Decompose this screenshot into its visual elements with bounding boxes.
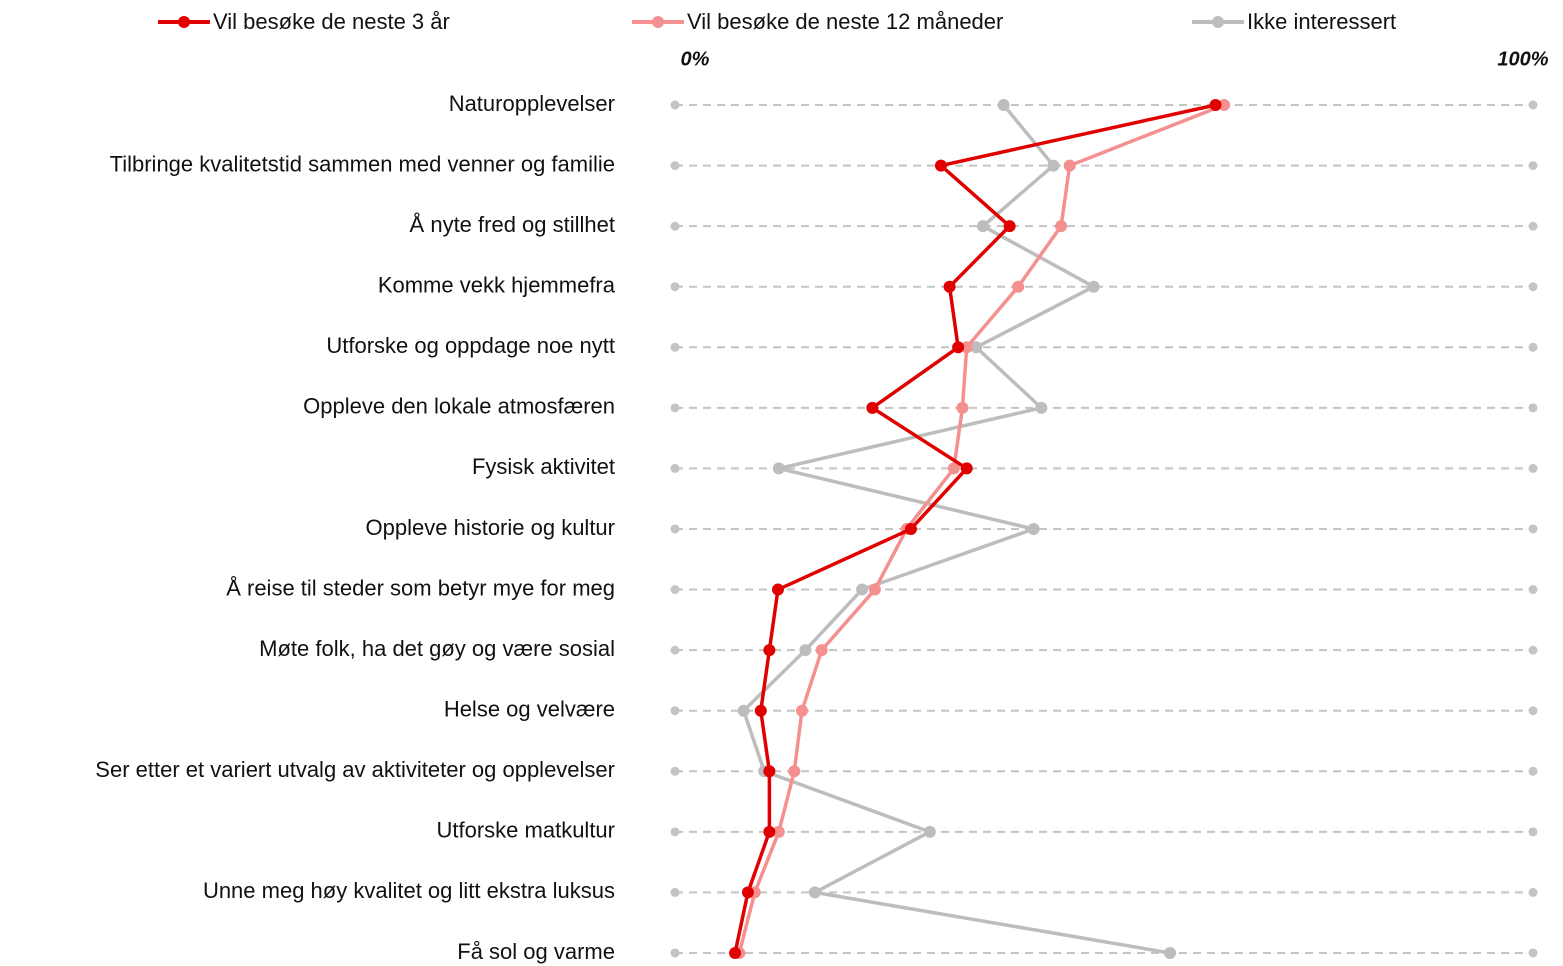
category-label: Unne meg høy kvalitet og litt ekstra luk… <box>203 878 615 903</box>
row-guide-end <box>1528 403 1538 413</box>
series-dot <box>960 341 973 354</box>
legend-label: Vil besøke de neste 3 år <box>213 9 450 34</box>
series-dot <box>754 704 767 717</box>
series-dot <box>772 825 785 838</box>
category-label: Komme vekk hjemmefra <box>378 273 616 298</box>
series-dot <box>729 946 742 959</box>
series-dot <box>1055 220 1068 233</box>
series-dot <box>763 765 776 778</box>
legend-label: Ikke interessert <box>1247 9 1396 34</box>
series-dot <box>947 462 960 475</box>
row-guide-end <box>670 585 680 595</box>
series-dot <box>856 583 869 596</box>
series-dot <box>763 644 776 657</box>
series-dot <box>772 462 785 475</box>
category-label: Oppleve den lokale atmosfæren <box>303 394 615 419</box>
row-guide-end <box>670 827 680 837</box>
series-dot <box>977 220 990 233</box>
series-dot <box>997 99 1010 111</box>
series-dot <box>904 522 917 535</box>
series-dot <box>771 583 784 596</box>
series-dot <box>956 401 969 414</box>
row-guide-end <box>670 766 680 776</box>
row-guide-end <box>1528 766 1538 776</box>
row-guide-end <box>670 100 680 110</box>
series-dot <box>970 341 983 354</box>
series-dot <box>1035 401 1048 414</box>
legend-label: Vil besøke de neste 12 måneder <box>687 9 1003 34</box>
row-guide-end <box>1528 585 1538 595</box>
row-guide-end <box>670 706 680 716</box>
series-dot <box>866 401 879 414</box>
x-tick-label: 100% <box>1497 48 1548 70</box>
series-dot <box>952 341 965 354</box>
series-dot <box>815 644 828 657</box>
series-dot <box>960 462 973 475</box>
row-guide-end <box>670 463 680 473</box>
series-dot <box>788 765 801 778</box>
legend-dot <box>1212 16 1224 28</box>
row-guide-end <box>1528 524 1538 534</box>
legend-dot <box>652 16 664 28</box>
category-label: Naturopplevelser <box>449 91 615 116</box>
row-guide-end <box>670 887 680 897</box>
category-label: Å reise til steder som betyr mye for meg <box>226 575 615 600</box>
series-dot <box>934 159 947 172</box>
row-guide-end <box>1528 342 1538 352</box>
series-dot <box>1003 220 1016 233</box>
row-guide-end <box>1528 827 1538 837</box>
series-dot <box>1218 99 1231 111</box>
row-guide-end <box>1528 645 1538 655</box>
row-guide-end <box>670 645 680 655</box>
series-dot <box>868 583 881 596</box>
x-tick-label: 0% <box>681 48 710 70</box>
row-guide-end <box>1528 706 1538 716</box>
category-label: Møte folk, ha det gøy og være sosial <box>259 636 615 661</box>
row-guide-end <box>1528 887 1538 897</box>
row-guide-end <box>670 948 680 958</box>
category-label: Utforske og oppdage noe nytt <box>326 333 615 358</box>
row-guide-end <box>670 282 680 292</box>
series-dot <box>1047 159 1060 172</box>
row-guide-end <box>1528 282 1538 292</box>
row-guide-end <box>1528 221 1538 231</box>
category-label: Oppleve historie og kultur <box>366 515 615 540</box>
series-dot <box>799 644 812 657</box>
legend-dot <box>178 16 190 28</box>
series-dot <box>741 886 754 899</box>
row-guide-end <box>670 403 680 413</box>
series-dot <box>1012 280 1025 293</box>
series-dot <box>943 280 956 293</box>
row-guide-end <box>670 161 680 171</box>
series-dot <box>923 825 936 838</box>
row-guide-end <box>1528 161 1538 171</box>
category-label: Tilbringe kvalitetstid sammen med venner… <box>110 151 615 176</box>
category-label: Ser etter et variert utvalg av aktivitet… <box>95 757 615 782</box>
series-dot <box>1209 99 1222 111</box>
series-dot <box>808 886 821 899</box>
series-dot <box>763 825 776 838</box>
series-dot <box>1164 946 1177 959</box>
series-dot <box>795 704 808 717</box>
row-guide-end <box>1528 100 1538 110</box>
series-dot <box>1087 280 1100 293</box>
row-guide-end <box>670 221 680 231</box>
category-label: Å nyte fred og stillhet <box>410 212 615 237</box>
series-dot <box>1027 522 1040 535</box>
row-guide-end <box>670 524 680 534</box>
series-dot <box>1063 159 1076 172</box>
row-guide-end <box>1528 463 1538 473</box>
category-label: Helse og velvære <box>444 697 615 722</box>
category-label: Fysisk aktivitet <box>472 454 615 479</box>
row-guide-end <box>670 342 680 352</box>
category-label: Utforske matkultur <box>437 818 616 843</box>
category-label: Få sol og varme <box>457 939 615 964</box>
series-dot <box>737 704 750 717</box>
row-guide-end <box>1528 948 1538 958</box>
